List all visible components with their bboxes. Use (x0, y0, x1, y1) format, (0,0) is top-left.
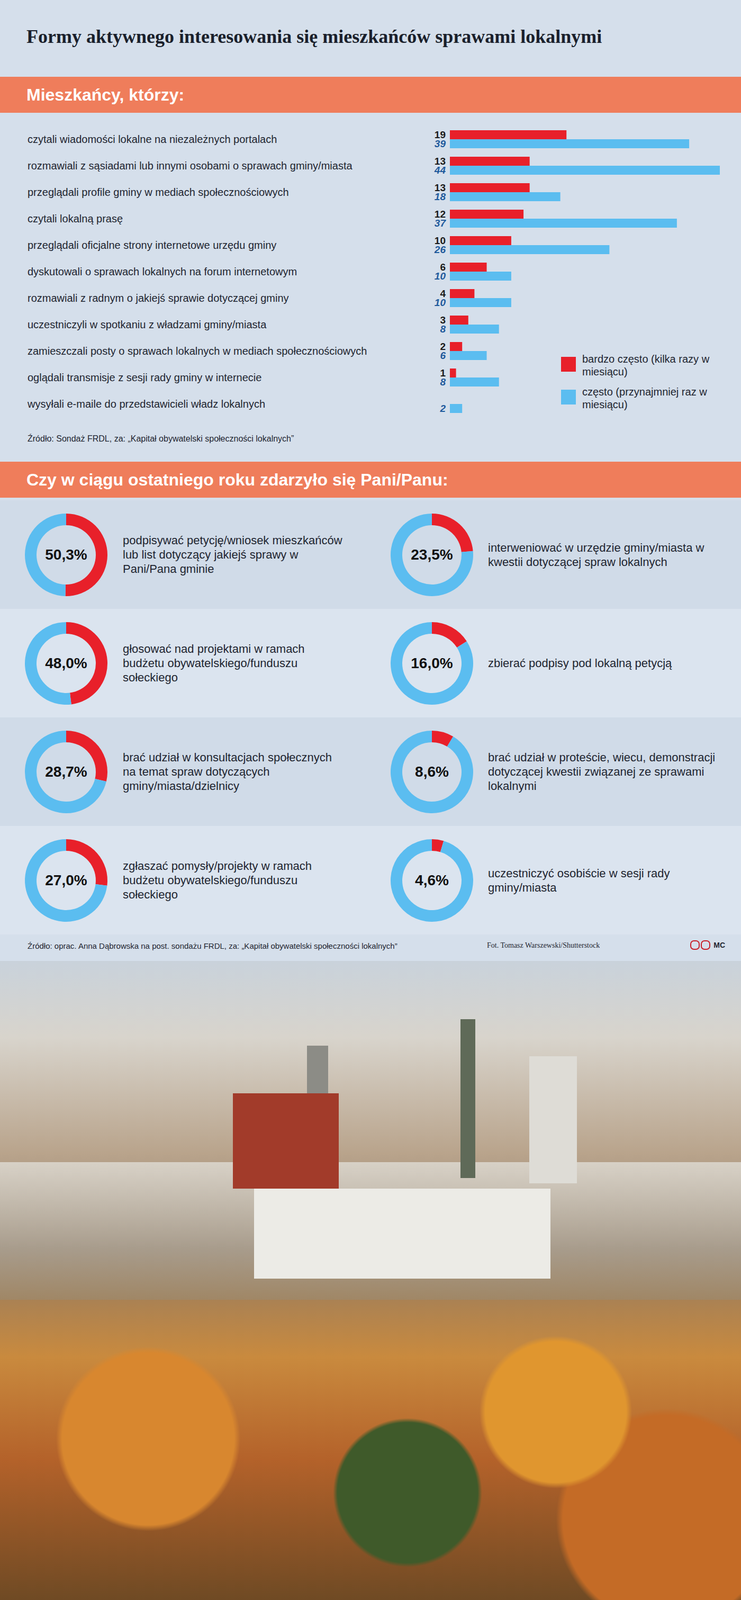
svg-text:czytali wiadomości lokalne na: czytali wiadomości lokalne na niezależny… (27, 133, 277, 146)
svg-text:8: 8 (439, 376, 446, 388)
svg-text:12: 12 (434, 208, 446, 220)
html-text:16,0%: 16,0% (410, 654, 453, 671)
svg-text:6: 6 (439, 349, 446, 361)
svg-text:18: 18 (434, 191, 447, 203)
svg-text:44: 44 (434, 164, 447, 176)
svg-text:26: 26 (434, 244, 447, 256)
svg-text:zamieszczali posty o sprawach: zamieszczali posty o sprawach lokalnych … (27, 345, 367, 357)
svg-text:39: 39 (434, 138, 447, 150)
html-text:zbierać podpisy pod lokalną pe: zbierać podpisy pod lokalną petycją (488, 656, 672, 670)
svg-text:uczestniczyli w spotkaniu z wł: uczestniczyli w spotkaniu z władzami gmi… (27, 318, 267, 331)
html-text:MC: MC (713, 940, 726, 950)
html-text:często (przynajmniej raz w mie: często (przynajmniej raz w miesiącu) (582, 385, 707, 411)
html-text:interweniować w urzędzie gminy: interweniować w urzędzie gminy/miasta w … (488, 540, 705, 569)
svg-text:czytali lokalną prasę: czytali lokalną prasę (27, 212, 123, 225)
html-text:Formy aktywnego interesowania: Formy aktywnego interesowania się mieszk… (26, 25, 602, 48)
svg-text:10: 10 (434, 270, 447, 282)
svg-text:dyskutowali o sprawach lokalny: dyskutowali o sprawach lokalnych na foru… (27, 265, 297, 278)
html-text:zgłaszać pomysły/projekty w ra: zgłaszać pomysły/projekty w ramach budże… (122, 859, 312, 901)
html-text:Czy w ciągu ostatniego roku zd: Czy w ciągu ostatniego roku zdarzyło się… (26, 469, 449, 489)
svg-text:10: 10 (434, 296, 447, 309)
html-text:uczestniczyć osobiście w sesji: uczestniczyć osobiście w sesji rady gmin… (488, 866, 670, 894)
svg-text:wysyłali e-maile do przedstawi: wysyłali e-maile do przedstawicieli wład… (26, 398, 266, 410)
html-text:głosować nad projektami w rama: głosować nad projektami w ramach budżetu… (122, 642, 305, 684)
svg-text:4: 4 (440, 287, 446, 300)
html-text:27,0%: 27,0% (45, 871, 88, 888)
html-text:28,7%: 28,7% (45, 762, 88, 780)
svg-text:3: 3 (440, 314, 446, 326)
svg-text:37: 37 (434, 217, 447, 229)
svg-text:2: 2 (439, 402, 446, 414)
html-text:48,0%: 48,0% (45, 654, 88, 671)
html-text:brać udział w proteście, wiecu: brać udział w proteście, wiecu, demonstr… (488, 750, 716, 793)
html-text:Mieszkańcy, którzy:: Mieszkańcy, którzy: (26, 84, 185, 105)
html-text:bardzo często (kilka razy w mi: bardzo często (kilka razy w miesiącu) (582, 353, 710, 378)
svg-text:19: 19 (434, 129, 446, 141)
svg-text:13: 13 (434, 182, 446, 194)
svg-text:rozmawiali z radnym o jakiejś: rozmawiali z radnym o jakiejś sprawie do… (27, 292, 289, 304)
html-text:podpisywać petycję/wniosek mie: podpisywać petycję/wniosek mieszkańców l… (122, 533, 343, 576)
svg-text:6: 6 (440, 261, 446, 273)
html-text:23,5%: 23,5% (410, 545, 453, 563)
html-text:8,6%: 8,6% (415, 762, 449, 780)
svg-text:8: 8 (439, 323, 446, 335)
html-text:4,6%: 4,6% (415, 871, 449, 888)
svg-text:13: 13 (434, 155, 446, 167)
svg-text:rozmawiali z sąsiadami lub inn: rozmawiali z sąsiadami lub innymi osobam… (27, 159, 353, 172)
svg-text:10: 10 (434, 235, 446, 247)
html-text:Źródło: Sondaż FRDL, za: „Kapi: Źródło: Sondaż FRDL, za: „Kapitał obywat… (27, 434, 294, 444)
svg-text:przeglądali profile gminy w me: przeglądali profile gminy w mediach społ… (27, 186, 289, 198)
svg-text:2: 2 (440, 340, 446, 352)
svg-text:oglądali transmisje z sesji ra: oglądali transmisje z sesji rady gminy w… (27, 371, 262, 384)
html-text:Fot. Tomasz Warszewski/Shutter: Fot. Tomasz Warszewski/Shutterstock (486, 941, 600, 950)
html-text:Źródło: oprac. Anna Dąbrowska: Źródło: oprac. Anna Dąbrowska na post. s… (27, 941, 398, 951)
svg-text:przeglądali oficjalne strony i: przeglądali oficjalne strony internetowe… (27, 239, 277, 251)
svg-text:1: 1 (440, 367, 446, 379)
html-text:brać udział w konsultacjach sp: brać udział w konsultacjach społecznych … (122, 750, 332, 793)
html-text:50,3%: 50,3% (45, 545, 88, 563)
